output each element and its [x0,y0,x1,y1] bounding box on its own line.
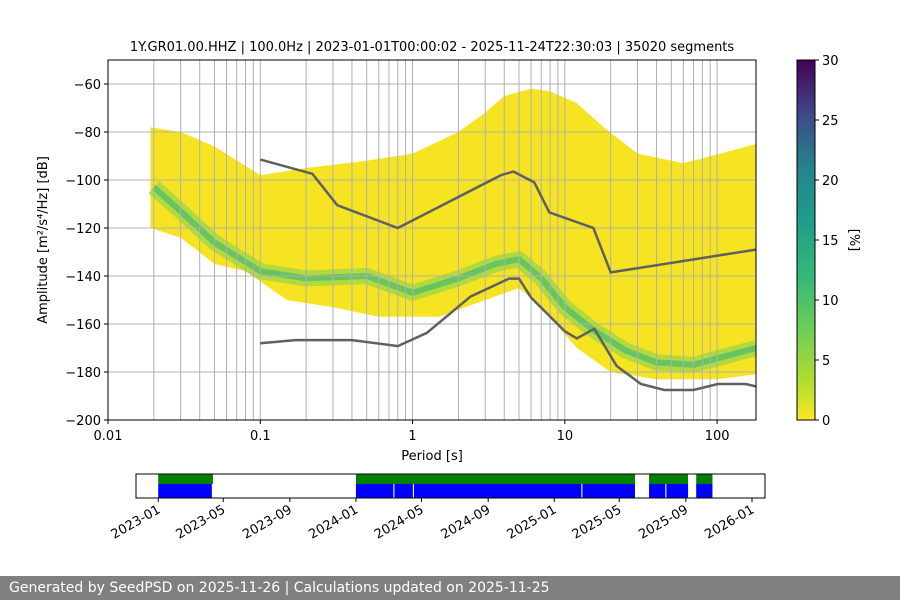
timeline-tick-label: 2024-01 [306,502,361,542]
colorbar-tick-label: 30 [822,54,839,69]
timeline-tick-label: 2025-05 [570,502,625,542]
colorbar-tick-label: 15 [822,234,839,249]
timeline-tick-label: 2023-05 [174,502,229,542]
psd-coverage-area [150,88,756,380]
timeline-frame [135,473,766,499]
timeline-tick-label: 2025-01 [505,502,560,542]
psd-plot: 0.01 0.1 1 10 100 −60 −80 −100 −120 −140 −160 −180… [36,40,757,464]
y-tick-label: −80 [74,126,101,141]
x-tick-label: 0.1 [250,429,271,444]
y-tick-label: −160 [65,318,101,333]
psd-segment-bar [582,484,635,498]
timeline-ticks: 2023-01 2023-05 2023-09 2024-01 2024-05 2024-… [109,498,757,543]
psd-segment-bar [649,484,666,498]
available-data-bar [649,474,689,484]
y-tick-label: −60 [74,78,101,93]
y-tick-label: −180 [65,366,101,381]
psd-segment-bars [158,484,713,498]
available-data-bars [158,474,713,484]
timeline-tick-label: 2026-01 [702,502,757,542]
footer-text: Generated by SeedPSD on 2025-11-26 | Cal… [9,580,550,596]
vertical-grid [108,60,718,420]
y-tick-label: −120 [65,222,101,237]
y-tick-label: −200 [65,414,101,429]
colorbar-tick-label: 5 [822,354,830,369]
psd-mode-line [151,184,756,368]
x-tick-label: 10 [557,429,574,444]
timeline-tick-label: 2023-01 [109,502,164,542]
psd-segment-bar [394,484,413,498]
colorbar-gradient [797,60,815,420]
plot-frame [107,59,757,421]
timeline-tick-label: 2024-09 [439,502,494,542]
timeline-tick-label: 2023-09 [240,502,295,542]
colorbar-tick-label: 10 [822,294,839,309]
psd-segment-bar [696,484,713,498]
timeline-availability: 2023-01 2023-05 2023-09 2024-01 2024-05 2024-… [109,473,766,543]
y-tick-label: −100 [65,174,101,189]
colorbar-tick-label: 0 [822,414,830,429]
nhnm-curve [259,158,756,274]
psd-segment-bar [413,484,582,498]
psd-segment-bar [666,484,689,498]
y-axis-label: Amplitude [m²/s⁴/Hz] [dB] [36,156,51,324]
colorbar-ticks: 0 5 10 15 20 25 30 [815,54,839,429]
psd-segment-bar [158,484,212,498]
x-axis-label: Period [s] [401,449,463,464]
chart-title: 1Y.GR01.00.HHZ | 100.0Hz | 2023-01-01T00… [130,40,735,55]
available-data-bar [696,474,713,484]
psd-segment-bar [355,484,394,498]
available-data-bar [158,474,213,484]
y-tick-label: −140 [65,270,101,285]
nlnm-curve [260,277,756,392]
x-tick-label: 0.01 [94,429,123,444]
x-tick-label: 1 [408,429,416,444]
y-axis-ticks: −60 −80 −100 −120 −140 −160 −180 −200 [65,78,108,429]
timeline-tick-label: 2024-05 [372,502,427,542]
colorbar-tick-label: 25 [822,114,839,129]
footer-bar: Generated by SeedPSD on 2025-11-26 | Cal… [0,576,900,600]
timeline-tick-label: 2025-09 [636,502,691,542]
available-data-bar [355,474,635,484]
colorbar-label: [%] [846,229,861,252]
x-axis-ticks: 0.01 0.1 1 10 100 [94,420,730,444]
colorbar: 0 5 10 15 20 25 30 [%] [796,54,861,429]
x-tick-label: 100 [705,429,730,444]
horizontal-grid [108,83,756,420]
colorbar-tick-label: 20 [822,174,839,189]
